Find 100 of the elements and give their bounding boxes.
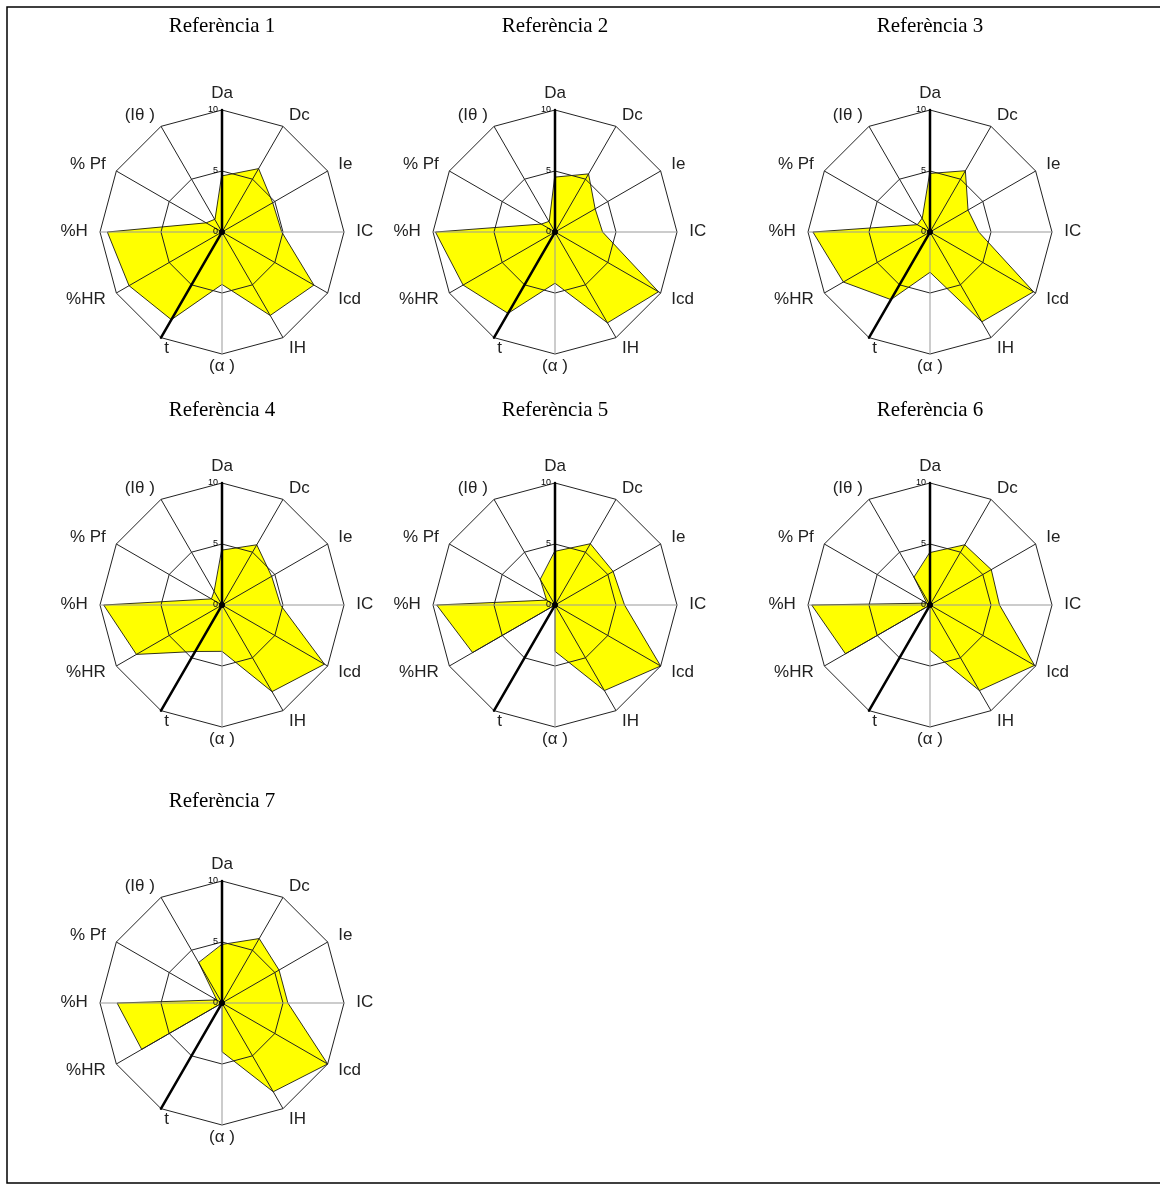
spoke-label: %H (60, 594, 88, 614)
spoke-label: (Iθ ) (832, 105, 863, 125)
y-tick-label: 0 (920, 226, 926, 236)
spoke-label: (α ) (542, 728, 568, 748)
spoke-label: t (164, 337, 170, 357)
spoke-label: Icd (1046, 661, 1069, 681)
spoke-label: %H (60, 221, 88, 241)
y-tick-label: 10 (207, 875, 218, 885)
spoke-label: Ie (338, 154, 353, 174)
spoke-label: % Pf (777, 154, 815, 174)
spoke-label: (α ) (542, 355, 568, 375)
spoke-label: Dc (997, 478, 1019, 498)
y-tick-label: 5 (545, 165, 551, 175)
spoke-label: %HR (66, 1059, 106, 1079)
spoke-label: (α ) (917, 728, 943, 748)
spoke-label: % Pf (69, 925, 107, 945)
spoke-label: % Pf (402, 154, 440, 174)
y-tick-label: 10 (915, 477, 926, 487)
spoke-label: Ie (1046, 527, 1061, 547)
y-tick-label: 10 (207, 477, 218, 487)
y-tick-label: 5 (212, 538, 218, 548)
spoke-label: Icd (671, 288, 694, 308)
spoke-label: Da (211, 83, 234, 103)
spoke-label: (Iθ ) (124, 478, 155, 498)
spoke-label: %HR (774, 288, 814, 308)
spoke-label: t (872, 337, 878, 357)
spoke-label: Icd (338, 288, 361, 308)
spoke-label: (α ) (209, 1126, 235, 1146)
spoke-label: %H (393, 221, 421, 241)
spoke-label: Dc (289, 478, 311, 498)
spoke-label: %H (393, 594, 421, 614)
spoke-label: %H (768, 594, 796, 614)
chart-title: Referència 7 (168, 787, 276, 812)
spoke-label: Da (544, 83, 567, 103)
spoke-label: Dc (997, 105, 1019, 125)
spoke-label: IH (289, 710, 307, 730)
spoke-label: Da (211, 854, 234, 874)
spoke-label: IC (356, 221, 374, 241)
y-tick-label: 0 (920, 599, 926, 609)
spoke-label: IC (356, 594, 374, 614)
spoke-label: % Pf (777, 527, 815, 547)
y-tick-label: 5 (920, 538, 926, 548)
chart-title: Referència 5 (501, 396, 609, 421)
spoke-label: (α ) (209, 355, 235, 375)
spoke-label: %HR (399, 661, 439, 681)
spoke-label: IH (622, 710, 640, 730)
spoke-label: Ie (1046, 154, 1061, 174)
spoke-label: Dc (289, 876, 311, 896)
y-tick-label: 0 (212, 226, 218, 236)
spoke-label: (Iθ ) (457, 478, 488, 498)
spoke-label: %HR (66, 661, 106, 681)
spoke-label: t (164, 710, 170, 730)
spoke-label: Icd (338, 661, 361, 681)
y-tick-label: 10 (207, 104, 218, 114)
spoke-label: %H (768, 221, 796, 241)
spoke-label: t (497, 710, 503, 730)
y-tick-label: 5 (212, 165, 218, 175)
spoke-label: Dc (289, 105, 311, 125)
spoke-label: Icd (671, 661, 694, 681)
spoke-label: Ie (338, 527, 353, 547)
chart-title: Referència 3 (876, 12, 984, 37)
spoke-label: (α ) (209, 728, 235, 748)
spoke-label: IH (622, 337, 640, 357)
y-tick-label: 5 (212, 936, 218, 946)
spoke-label: Da (919, 456, 942, 476)
spoke-label: IC (1064, 594, 1082, 614)
spoke-label: (Iθ ) (124, 105, 155, 125)
spoke-label: Icd (338, 1059, 361, 1079)
spoke-label: Da (211, 456, 234, 476)
spoke-label: %HR (66, 288, 106, 308)
y-tick-label: 10 (540, 477, 551, 487)
spoke-label: %H (60, 992, 88, 1012)
spoke-label: IC (356, 992, 374, 1012)
spoke-label: (Iθ ) (124, 876, 155, 896)
chart-title: Referència 6 (876, 396, 984, 421)
y-tick-label: 10 (540, 104, 551, 114)
spoke-label: (α ) (917, 355, 943, 375)
spoke-label: (Iθ ) (457, 105, 488, 125)
spoke-label: %HR (399, 288, 439, 308)
spoke-label: % Pf (402, 527, 440, 547)
chart-title: Referència 4 (168, 396, 276, 421)
spoke-label: t (497, 337, 503, 357)
y-tick-label: 0 (212, 599, 218, 609)
spoke-label: Da (544, 456, 567, 476)
spoke-label: IH (289, 1108, 307, 1128)
spoke-label: Ie (671, 154, 686, 174)
spoke-label: Icd (1046, 288, 1069, 308)
y-tick-label: 5 (920, 165, 926, 175)
y-tick-label: 0 (545, 599, 551, 609)
spoke-label: (Iθ ) (832, 478, 863, 498)
spoke-label: Dc (622, 478, 644, 498)
spoke-label: IH (289, 337, 307, 357)
spoke-label: IH (997, 710, 1015, 730)
spoke-label: IC (689, 221, 707, 241)
spoke-label: Ie (338, 925, 353, 945)
spoke-label: IC (689, 594, 707, 614)
chart-title: Referència 2 (501, 12, 609, 37)
y-tick-label: 0 (212, 997, 218, 1007)
spoke-label: Da (919, 83, 942, 103)
spoke-label: Ie (671, 527, 686, 547)
